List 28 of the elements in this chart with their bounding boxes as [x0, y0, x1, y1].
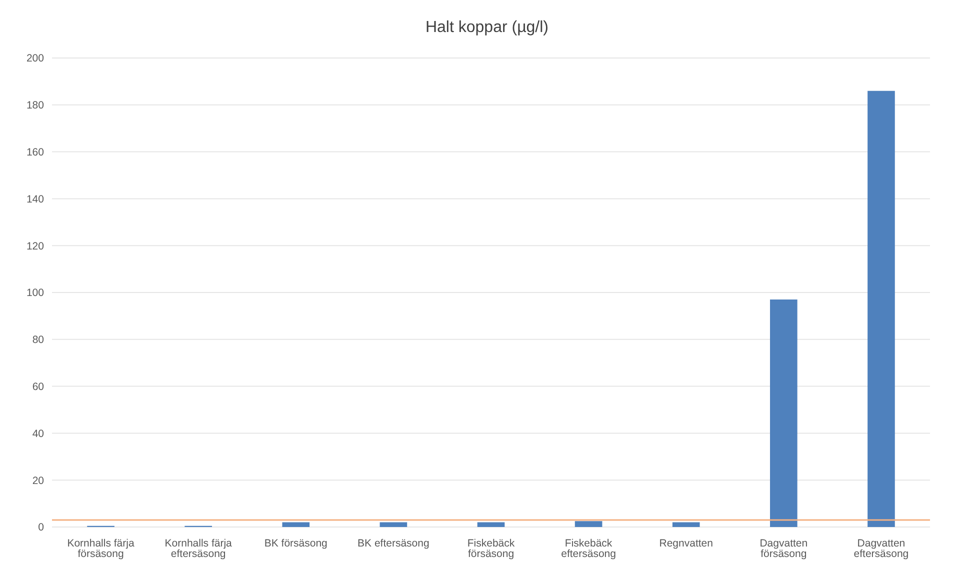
chart-title: Halt koppar (µg/l) [424, 18, 550, 38]
x-tick-label: Fiskebäck eftersäsong [561, 537, 616, 560]
bar [282, 522, 310, 527]
bar [868, 90, 895, 527]
x-tick-label: Fiskebäck försäsong [467, 537, 516, 560]
y-tick-label: 40 [32, 428, 44, 440]
y-tick-label: 80 [32, 334, 44, 346]
bar [770, 300, 798, 527]
x-tick-label: Kornhalls färja eftersäsong [164, 537, 232, 560]
y-tick-label: 120 [26, 240, 44, 252]
y-tick-label: 0 [38, 522, 44, 534]
y-tick-label: 140 [26, 193, 44, 206]
y-tick-label: 160 [26, 146, 44, 159]
x-tick-label: BK eftersäsong [358, 537, 430, 550]
bar [477, 522, 505, 527]
bar [574, 521, 602, 527]
x-tick-label: Dagvatten eftersäsong [854, 537, 909, 560]
y-tick-label: 180 [26, 100, 44, 112]
y-tick-label: 20 [32, 474, 44, 487]
y-tick-label: 100 [26, 287, 44, 300]
y-tick-label: 60 [32, 381, 44, 394]
y-tick-label: 200 [26, 52, 44, 65]
x-tick-label: Kornhalls färja försäsong [67, 537, 134, 560]
bar [380, 522, 408, 527]
bar [672, 522, 700, 527]
x-tick-label: Regnvatten [659, 537, 714, 550]
x-tick-label: Dagvatten försäsong [760, 537, 808, 560]
x-tick-label: BK försäsong [264, 537, 328, 550]
